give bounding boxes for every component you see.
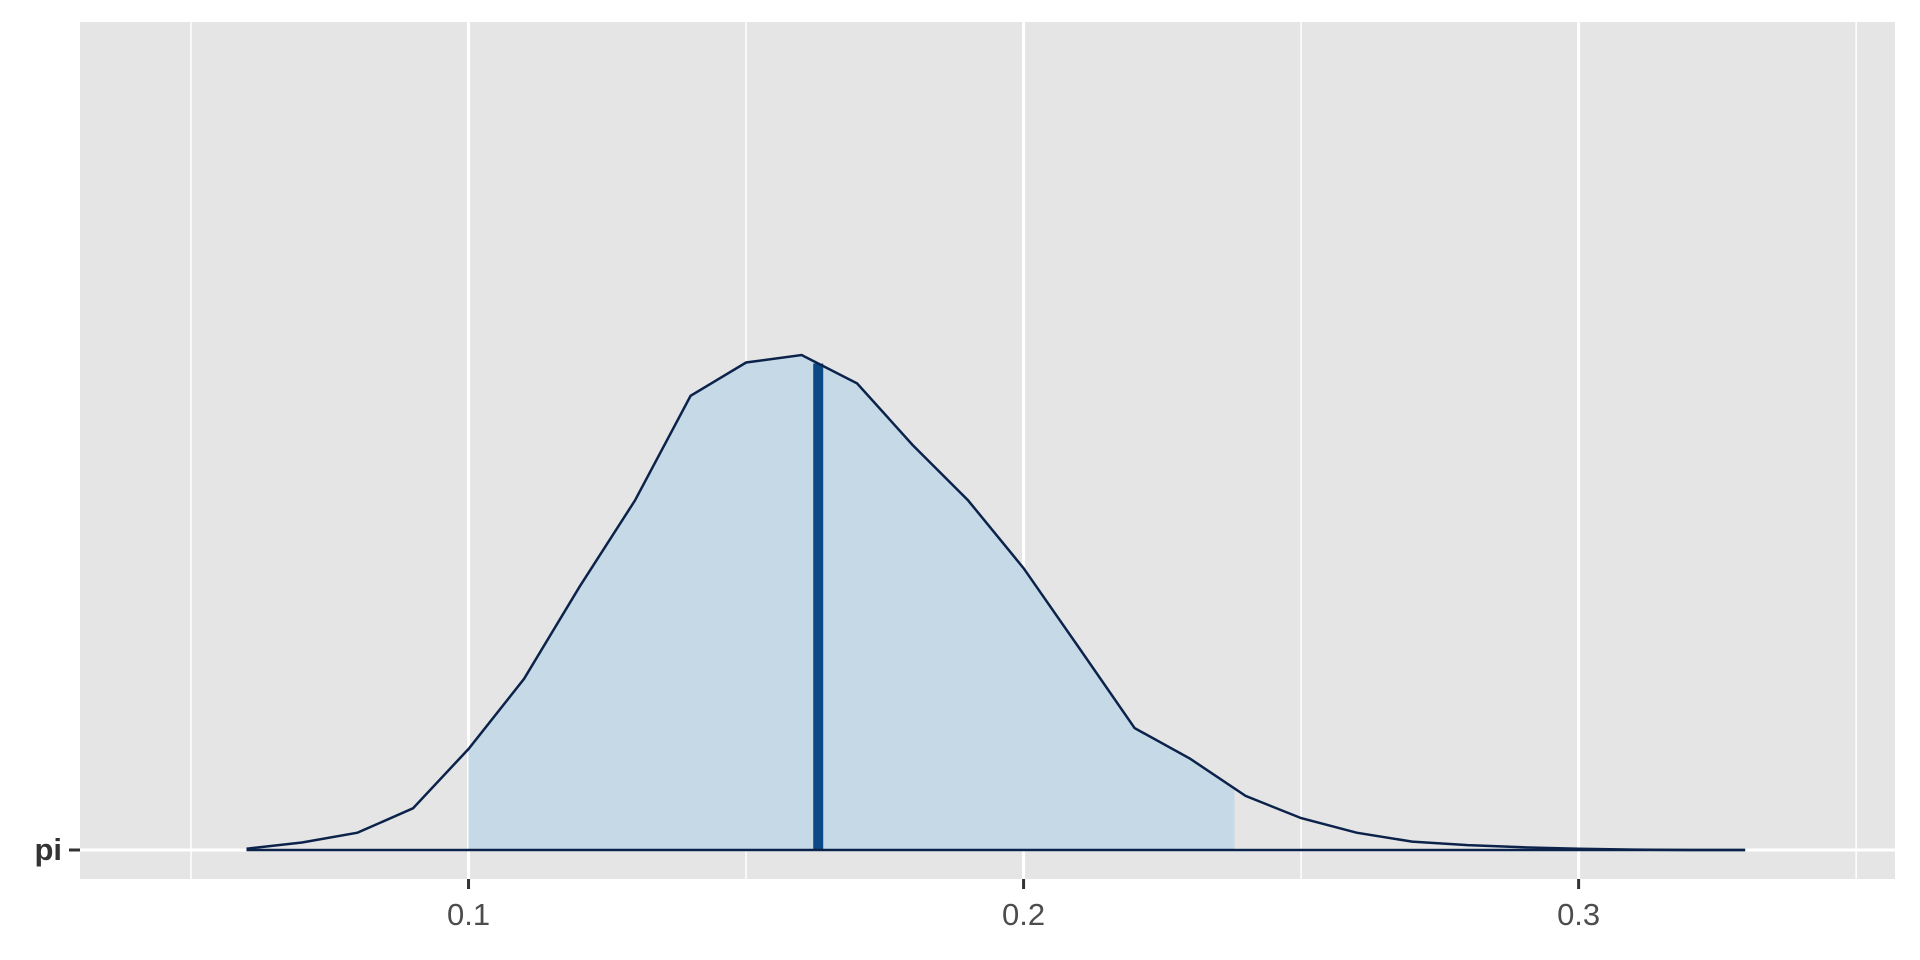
x-tick-label: 0.2 xyxy=(1002,897,1045,932)
density-line xyxy=(246,353,1746,852)
y-tick-label: pi xyxy=(34,832,62,867)
x-tick-label: 0.1 xyxy=(447,897,490,932)
x-tick-label: 0.3 xyxy=(1557,897,1600,932)
interval-area xyxy=(468,355,1235,850)
